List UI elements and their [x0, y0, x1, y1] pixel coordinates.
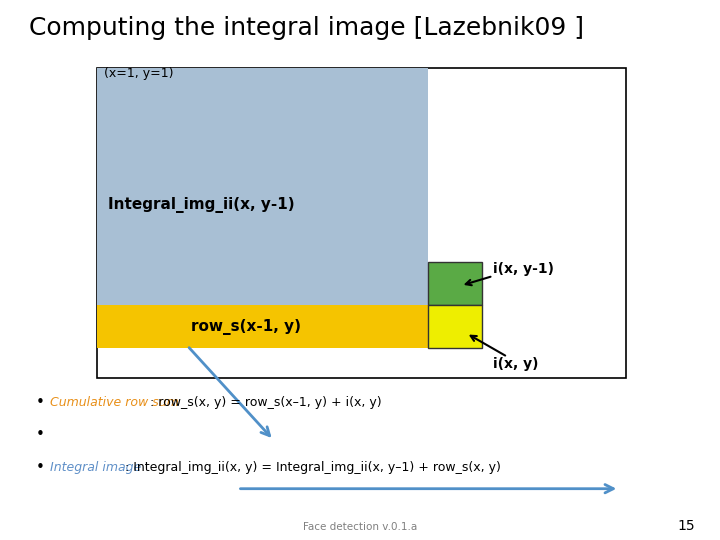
Bar: [97, 68, 428, 305]
Text: •: •: [36, 427, 45, 442]
Text: Face detection v.0.1.a: Face detection v.0.1.a: [303, 522, 417, 531]
Text: : Integral_img_ii(x, y) = Integral_img_ii(x, y–1) + row_s(x, y): : Integral_img_ii(x, y) = Integral_img_i…: [121, 461, 501, 474]
Bar: [428, 262, 482, 305]
Text: Integral image: Integral image: [50, 461, 142, 474]
Text: •: •: [36, 460, 45, 475]
Text: (x=1, y=1): (x=1, y=1): [104, 68, 174, 80]
Text: •: •: [36, 395, 45, 410]
Bar: [428, 305, 482, 348]
Text: Integral_img_ii(x, y-1): Integral_img_ii(x, y-1): [108, 197, 294, 213]
Text: i(x, y): i(x, y): [493, 357, 539, 371]
Bar: [97, 305, 428, 348]
Text: : row_s(x, y) = row_s(x–1, y) + i(x, y): : row_s(x, y) = row_s(x–1, y) + i(x, y): [150, 396, 382, 409]
Text: 15: 15: [678, 519, 695, 534]
Text: Cumulative row sum: Cumulative row sum: [50, 396, 179, 409]
Text: Computing the integral image [Lazebnik09 ]: Computing the integral image [Lazebnik09…: [29, 16, 584, 40]
Text: i(x, y-1): i(x, y-1): [493, 262, 554, 276]
Bar: [97, 68, 626, 378]
Text: row_s(x-1, y): row_s(x-1, y): [192, 319, 301, 335]
